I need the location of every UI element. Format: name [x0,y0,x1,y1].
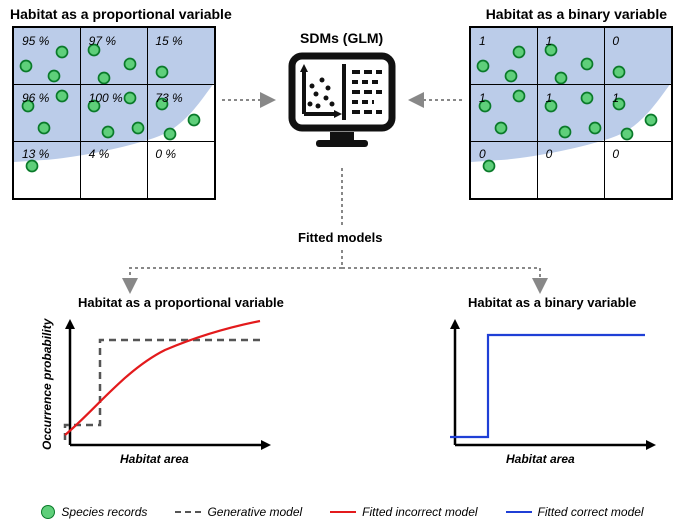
cell-value: 97 % [89,34,116,48]
fitted-label: Fitted models [298,230,383,245]
species-dot [496,123,507,134]
species-dot [622,129,633,140]
species-dot [27,161,38,172]
cell-value: 0 [546,147,553,161]
species-dot [582,59,593,70]
species-dot [125,93,136,104]
species-dot [560,127,571,138]
species-dot [49,71,60,82]
species-dot [39,123,50,134]
legend-correct-label: Fitted correct model [538,505,644,519]
species-dot [614,67,625,78]
cell-value: 0 [479,147,486,161]
species-dot [157,67,168,78]
legend-correct: Fitted correct model [506,505,644,519]
cell-value: 73 % [155,91,182,105]
cell-value: 0 [612,34,619,48]
xlabel-right: Habitat area [506,452,575,466]
legend-incorrect-label: Fitted incorrect model [362,505,477,519]
species-dot [556,73,567,84]
species-dot [125,59,136,70]
title-left: Habitat as a proportional variable [10,6,232,22]
cell-value: 1 [479,91,486,105]
legend-incorrect: Fitted incorrect model [330,505,477,519]
chart-title-right: Habitat as a binary variable [468,295,636,310]
cell-value: 95 % [22,34,49,48]
legend-generative-label: Generative model [207,505,302,519]
xlabel-left: Habitat area [120,452,189,466]
grid-proportional: 95 % 97 % 15 % 96 % 100 % 73 % 13 % 4 % 0 % [12,26,216,200]
cell-value: 13 % [22,147,49,161]
cell-value: 1 [479,34,486,48]
grid-binary: 1 1 0 1 1 1 0 0 0 [469,26,673,200]
habitat-blob-left [14,28,214,198]
chart-right [440,315,660,465]
species-dot [57,47,68,58]
species-dot [506,71,517,82]
species-dot [57,91,68,102]
title-right: Habitat as a binary variable [486,6,667,22]
chart-left [55,315,275,465]
habitat-blob-right [471,28,671,198]
species-dot [514,47,525,58]
legend: Species records Generative model Fitted … [0,505,685,519]
species-dot [189,115,200,126]
chart-title-left: Habitat as a proportional variable [78,295,284,310]
cell-value: 100 % [89,91,123,105]
species-dot [582,93,593,104]
center-title: SDMs (GLM) [300,30,383,46]
species-dot [514,91,525,102]
species-dot [484,161,495,172]
legend-generative: Generative model [175,505,302,519]
species-dot [103,127,114,138]
species-dot [590,123,601,134]
cell-value: 4 % [89,147,110,161]
species-dot [133,123,144,134]
cell-value: 0 [612,147,619,161]
ylabel-left: Occurrence probability [40,319,54,450]
species-dot [21,61,32,72]
legend-species: Species records [41,505,147,519]
cell-value: 1 [546,91,553,105]
species-dot [478,61,489,72]
monitor-icon [282,50,402,160]
cell-value: 0 % [155,147,176,161]
cell-value: 1 [612,91,619,105]
legend-species-label: Species records [61,505,147,519]
cell-value: 96 % [22,91,49,105]
species-dot [646,115,657,126]
cell-value: 15 % [155,34,182,48]
cell-value: 1 [546,34,553,48]
species-dot [99,73,110,84]
species-dot [165,129,176,140]
